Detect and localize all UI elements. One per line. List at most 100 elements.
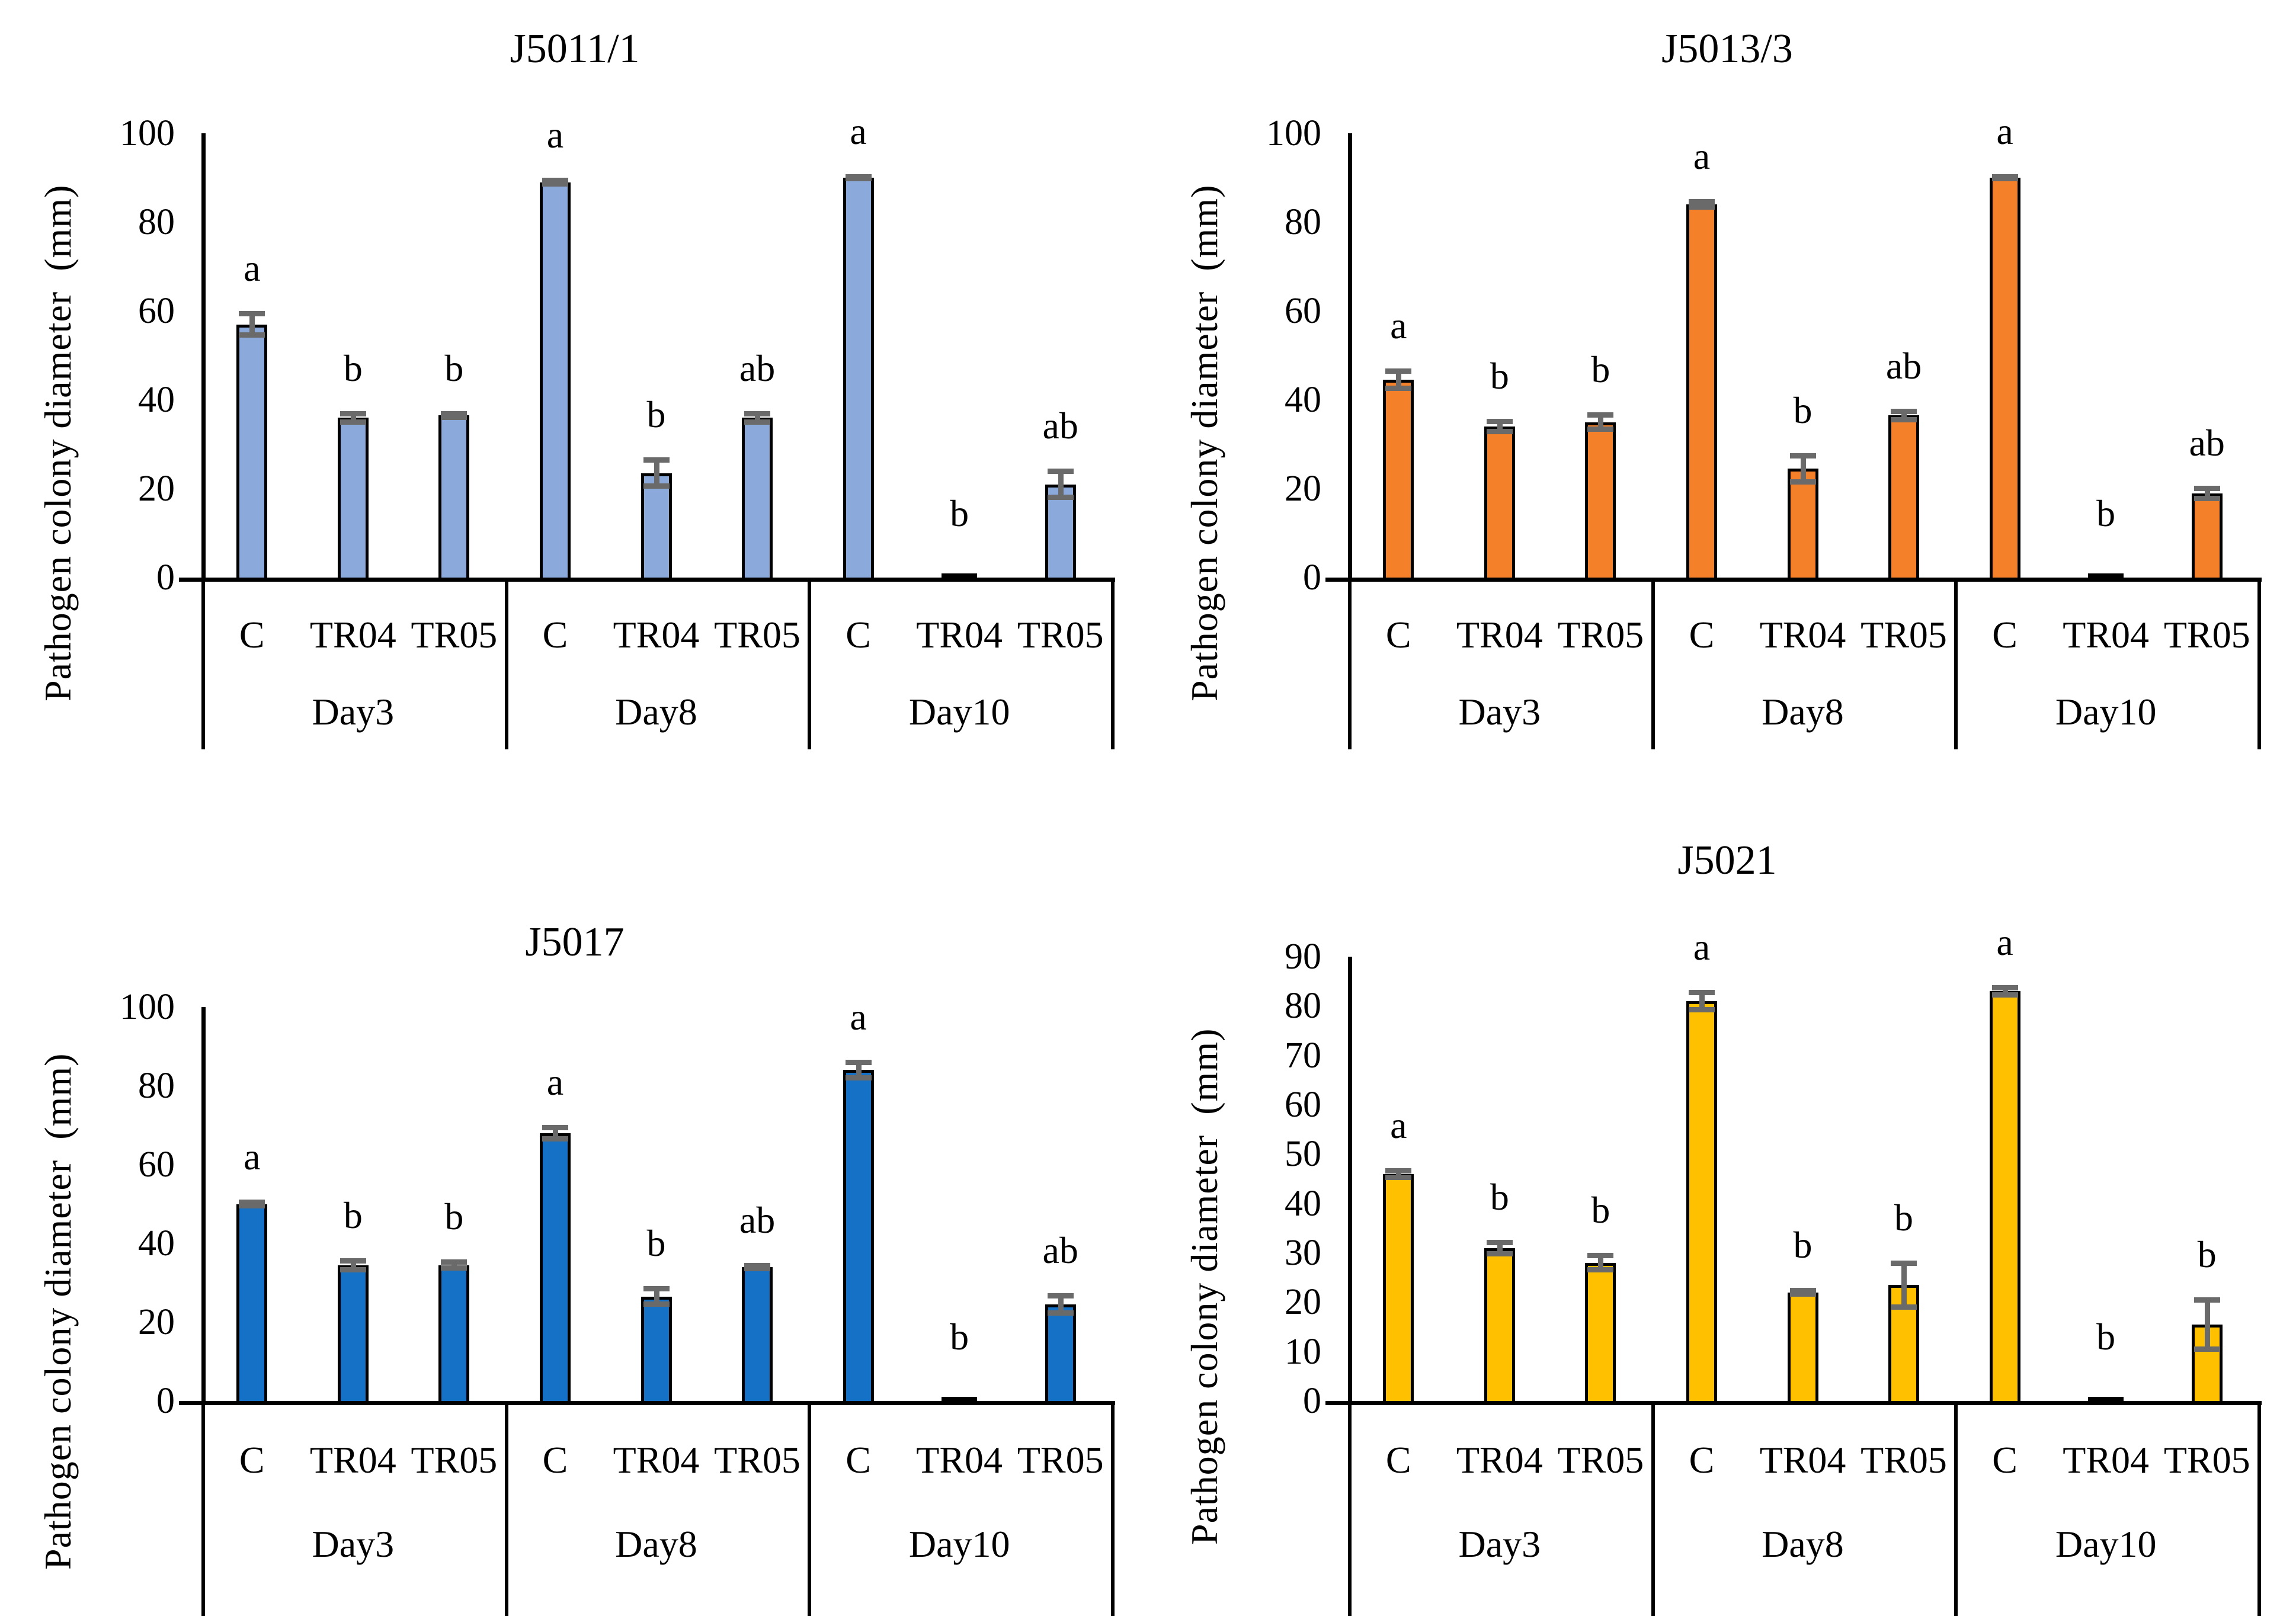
day-group-label: Day8 [615, 691, 697, 733]
day-group-label: Day8 [1762, 691, 1844, 733]
y-tick-label: 0 [156, 557, 175, 598]
chart-j5021: J5021 Pathogen colony diameter (mm) 0 10 2… [1164, 812, 2290, 1616]
treatment-label: TR04 [916, 1439, 1003, 1481]
bar-day8-c [1686, 1001, 1717, 1404]
error-bar-cap-bottom [1688, 1007, 1715, 1012]
error-bar-cap-top [2193, 1297, 2220, 1303]
treatment-label: C [846, 614, 871, 656]
y-tick-label: 100 [120, 987, 175, 1027]
significance-letter: b [950, 492, 969, 534]
bar-day10-tr04-zero [2088, 573, 2124, 578]
significance-letter: b [950, 1316, 969, 1358]
error-bar-cap-top [1385, 368, 1412, 374]
treatment-label: TR05 [1557, 614, 1644, 656]
y-axis-line [1348, 957, 1352, 1405]
significance-letter: b [646, 1222, 666, 1265]
error-bar-cap-bottom [845, 176, 872, 182]
bar-day8-tr05 [1888, 415, 1920, 581]
y-axis-line [201, 1007, 206, 1405]
bar-day10-tr05 [1045, 484, 1076, 581]
category-divider [1111, 1401, 1115, 1616]
y-tick-label: 80 [1285, 986, 1321, 1027]
treatment-label: TR05 [1861, 1439, 1947, 1481]
error-bar-cap-top [1891, 1260, 1917, 1266]
significance-letter: b [343, 1194, 363, 1236]
day-group-label: Day3 [312, 1523, 395, 1565]
y-axis-line [1348, 133, 1352, 582]
y-tick-label: 0 [1303, 557, 1321, 598]
significance-letter: b [1591, 1189, 1610, 1232]
treatment-label: C [1992, 614, 2018, 656]
y-tick-label: 60 [1285, 291, 1321, 331]
significance-letter: ab [739, 1198, 776, 1241]
treatment-label: C [1385, 1439, 1411, 1481]
treatment-label: TR04 [613, 614, 700, 656]
treatment-label: TR04 [2063, 614, 2150, 656]
significance-letter: b [2096, 1316, 2116, 1358]
chart-j5017: J5017 Pathogen colony diameter (mm) 0 20 4… [18, 812, 1132, 1616]
bar-day3-tr04 [337, 1265, 369, 1404]
error-bar-cap-bottom [1789, 479, 1816, 485]
error-bar-cap-bottom [643, 1301, 670, 1307]
y-tick-label: 100 [120, 113, 175, 153]
day-group-label: Day3 [312, 691, 395, 733]
y-axis-line [201, 133, 206, 582]
y-tick-label: 70 [1285, 1035, 1321, 1076]
error-bar-cap-top [441, 1259, 467, 1265]
significance-letter: b [1591, 348, 1610, 390]
error-bar-cap-top [340, 411, 366, 416]
error-bar-cap-bottom [1385, 386, 1412, 392]
error-bar-cap-top [1688, 198, 1715, 204]
error-bar-line [755, 413, 761, 422]
treatment-label: TR04 [613, 1439, 700, 1481]
error-bar-line [350, 1260, 356, 1270]
significance-letter: a [1996, 110, 2013, 152]
error-bar-cap-top [340, 1258, 366, 1264]
treatment-label: TR05 [2163, 614, 2250, 656]
treatment-label: TR05 [2163, 1439, 2250, 1481]
bar-day3-c [236, 1204, 268, 1404]
significance-letter: b [444, 347, 464, 389]
day-group-label: Day3 [1458, 691, 1541, 733]
y-tick-label: 60 [138, 1144, 175, 1185]
error-bar-cap-bottom [744, 419, 771, 425]
error-bar-cap-top [239, 310, 265, 316]
error-bar-cap-top [1789, 1288, 1816, 1294]
treatment-label: TR04 [1456, 614, 1543, 656]
error-bar-line [1598, 1255, 1604, 1271]
bar-day8-tr04 [1787, 469, 1818, 581]
category-divider [1348, 578, 1352, 749]
significance-letter: ab [1042, 1229, 1078, 1272]
treatment-label: C [1385, 614, 1411, 656]
day-group-label: Day8 [1762, 1523, 1844, 1565]
error-bar-line [1598, 414, 1604, 430]
bar-day3-tr05 [1585, 1262, 1616, 1404]
error-bar-line [451, 1262, 457, 1268]
y-tick-label: 60 [138, 291, 175, 331]
error-bar-cap-bottom [845, 1075, 872, 1080]
treatment-label: TR05 [1017, 1439, 1104, 1481]
category-divider [2257, 1401, 2261, 1616]
significance-letter: a [850, 996, 867, 1038]
error-bar-cap-bottom [2193, 495, 2220, 501]
bar-day8-tr05 [742, 418, 773, 581]
day-group-label: Day10 [2055, 1523, 2157, 1565]
error-bar-cap-bottom [1891, 1304, 1917, 1310]
bar-day10-tr04-zero [942, 1397, 978, 1401]
category-divider [201, 578, 205, 749]
error-bar-line [856, 1062, 862, 1078]
y-tick-label: 90 [1285, 937, 1321, 977]
significance-letter: b [1490, 1175, 1509, 1218]
error-bar-line [1699, 992, 1705, 1010]
error-bar-cap-bottom [340, 1266, 366, 1272]
bar-day8-tr04 [1787, 1292, 1818, 1404]
error-bar-cap-top [1688, 990, 1715, 995]
error-bar-cap-top [744, 1262, 771, 1268]
treatment-label: C [846, 1439, 871, 1481]
significance-letter: a [546, 113, 564, 156]
error-bar-cap-bottom [239, 332, 265, 338]
significance-letter: a [850, 110, 867, 152]
category-divider [1954, 1401, 1958, 1616]
error-bar-cap-top [542, 177, 568, 183]
